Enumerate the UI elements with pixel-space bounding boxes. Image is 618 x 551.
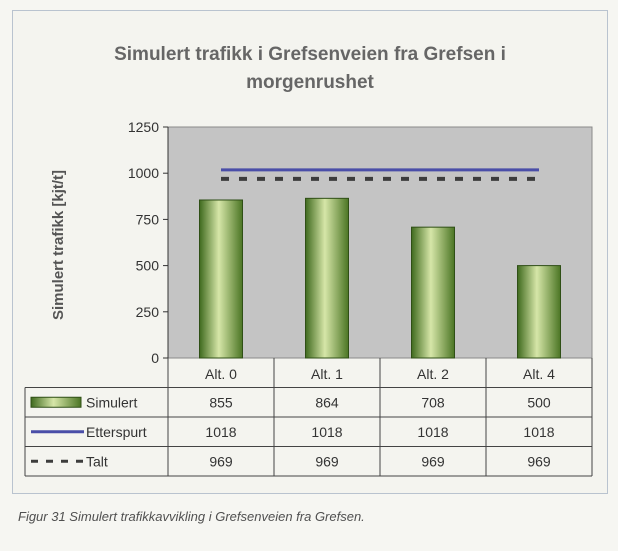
- y-tick-label: 750: [136, 211, 160, 227]
- table-cell: 708: [421, 394, 445, 410]
- bar: [517, 265, 561, 359]
- category-label: Alt. 2: [417, 366, 449, 382]
- legend-label: Etterspurt: [86, 424, 147, 440]
- table-cell: 1018: [523, 424, 554, 440]
- chart-title-line1: Simulert trafikk i Grefsenveien fra Gref…: [114, 44, 506, 65]
- bar: [411, 226, 455, 359]
- table-cell: 855: [209, 394, 233, 410]
- legend-label: Talt: [86, 453, 108, 469]
- table-cell: 969: [421, 453, 445, 469]
- line-series: [221, 168, 539, 181]
- figure-caption: Figur 31 Simulert trafikkavvikling i Gre…: [18, 509, 365, 524]
- legend-label: Simulert: [86, 394, 137, 410]
- category-label: Alt. 4: [523, 366, 555, 382]
- table-cell: 1018: [205, 424, 236, 440]
- table-cell: 969: [315, 453, 339, 469]
- legend-key-simulert: [30, 396, 82, 408]
- bar-series: [199, 197, 561, 359]
- table-cell: 969: [527, 453, 551, 469]
- y-tick-label: 0: [151, 350, 159, 366]
- data-table: Alt. 0 Alt. 1 Alt. 2 Alt. 4 Simulert 855 864 70…: [24, 358, 593, 477]
- y-tick-label: 1250: [128, 119, 159, 135]
- y-axis: 0 250 500 750 1000 1250: [128, 119, 169, 366]
- y-tick-label: 500: [136, 258, 160, 274]
- y-tick-label: 1000: [128, 165, 159, 181]
- table-cell: 1018: [417, 424, 448, 440]
- y-axis-label: Simulert trafikk [kjt/t]: [50, 170, 67, 320]
- table-cell: 1018: [311, 424, 342, 440]
- bar: [305, 197, 349, 359]
- table-cell: 969: [209, 453, 233, 469]
- category-label: Alt. 1: [311, 366, 343, 382]
- category-label: Alt. 0: [205, 366, 237, 382]
- bar: [199, 199, 243, 359]
- y-tick-label: 250: [136, 304, 160, 320]
- chart-title-line2: morgenrushet: [246, 72, 374, 93]
- table-cell: 864: [315, 394, 339, 410]
- table-cell: 500: [527, 394, 551, 410]
